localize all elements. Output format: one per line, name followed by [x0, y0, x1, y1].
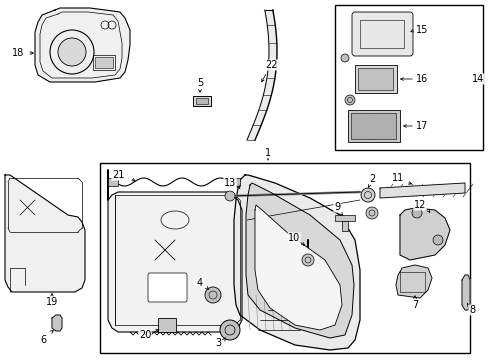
Bar — [354, 65, 396, 93]
Circle shape — [220, 320, 240, 340]
Circle shape — [58, 38, 86, 66]
Text: 3: 3 — [215, 338, 221, 348]
Text: 6: 6 — [40, 335, 46, 345]
Bar — [95, 57, 113, 68]
Text: 21: 21 — [112, 170, 124, 180]
Text: 12: 12 — [413, 200, 426, 210]
Text: 2: 2 — [368, 174, 374, 184]
Text: 10: 10 — [287, 233, 300, 243]
Text: 13: 13 — [224, 178, 236, 188]
Polygon shape — [254, 205, 341, 330]
Text: 15: 15 — [415, 25, 427, 35]
Polygon shape — [395, 265, 431, 298]
Text: 19: 19 — [46, 297, 58, 307]
Circle shape — [345, 95, 354, 105]
Text: 11: 11 — [391, 173, 403, 183]
Circle shape — [360, 188, 374, 202]
Bar — [357, 68, 392, 90]
Bar — [350, 113, 395, 139]
Text: 22: 22 — [265, 60, 278, 70]
Bar — [359, 20, 403, 48]
Circle shape — [365, 207, 377, 219]
Polygon shape — [108, 170, 242, 332]
Text: 9: 9 — [333, 202, 339, 212]
Circle shape — [411, 208, 421, 218]
FancyBboxPatch shape — [148, 273, 186, 302]
Text: 18: 18 — [12, 48, 24, 58]
Bar — [341, 221, 347, 231]
Polygon shape — [35, 8, 130, 82]
Bar — [229, 178, 240, 186]
Text: 7: 7 — [411, 300, 417, 310]
Text: 20: 20 — [139, 330, 151, 340]
Bar — [347, 110, 399, 142]
Text: 8: 8 — [468, 305, 474, 315]
Bar — [158, 318, 176, 332]
Polygon shape — [399, 208, 449, 260]
Text: 4: 4 — [197, 278, 203, 288]
Circle shape — [340, 54, 348, 62]
Bar — [108, 178, 118, 186]
Text: 17: 17 — [415, 121, 427, 131]
Polygon shape — [245, 183, 353, 338]
Circle shape — [432, 235, 442, 245]
Polygon shape — [5, 175, 85, 292]
Circle shape — [302, 254, 313, 266]
FancyBboxPatch shape — [351, 12, 412, 56]
Text: 5: 5 — [197, 78, 203, 88]
Bar — [334, 215, 354, 221]
Polygon shape — [379, 183, 464, 198]
Polygon shape — [52, 315, 62, 331]
Bar — [334, 5, 482, 150]
Polygon shape — [461, 275, 469, 310]
Circle shape — [224, 191, 235, 201]
Bar — [193, 96, 210, 106]
Polygon shape — [234, 175, 359, 350]
Text: 1: 1 — [264, 148, 270, 158]
Bar — [93, 55, 115, 70]
Circle shape — [204, 287, 221, 303]
Bar — [399, 272, 424, 292]
Text: 16: 16 — [415, 74, 427, 84]
Bar — [196, 98, 207, 104]
Text: 14: 14 — [471, 74, 483, 84]
Bar — [100, 163, 469, 353]
